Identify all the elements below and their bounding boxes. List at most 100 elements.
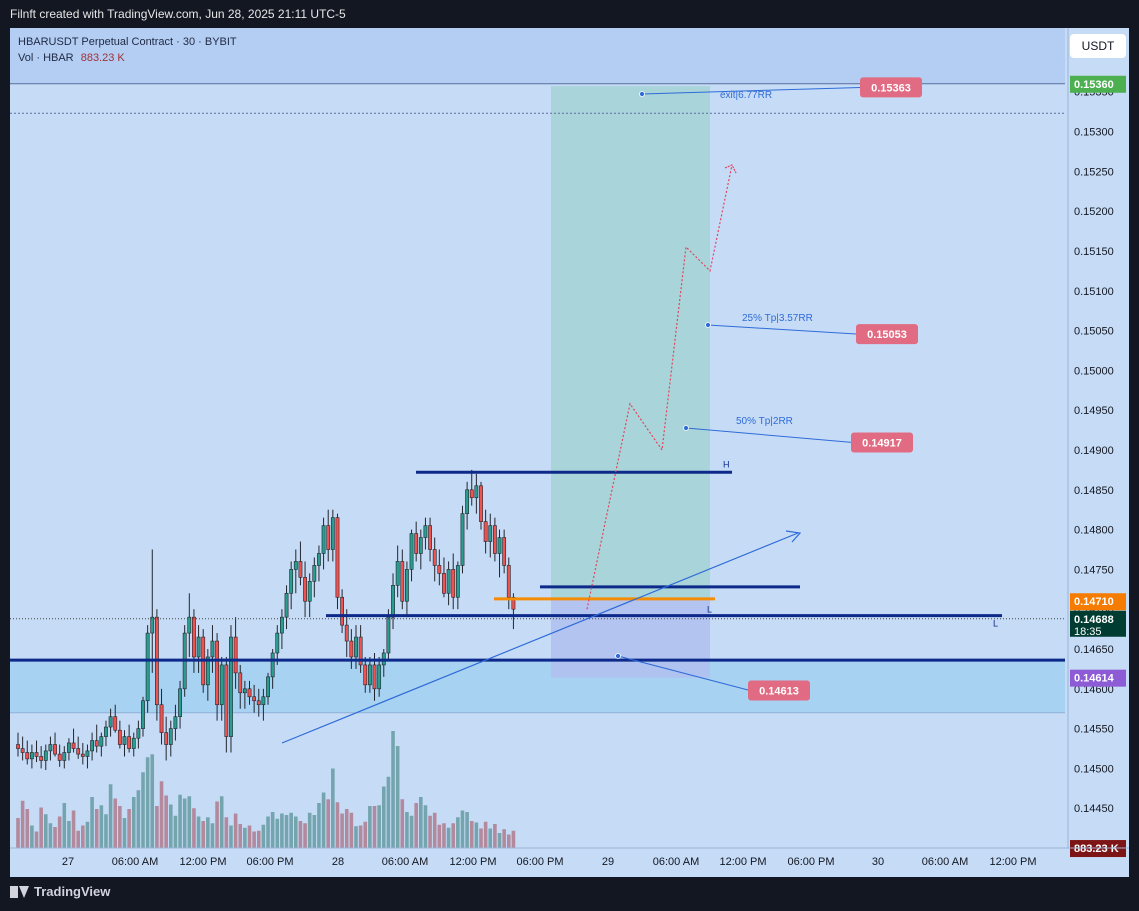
time-tick: 12:00 PM	[179, 856, 226, 868]
volume-bar	[67, 821, 71, 848]
candle-body	[215, 640, 219, 706]
attribution-bar: Filnft created with TradingView.com, Jun…	[0, 0, 1139, 28]
candle-body	[483, 521, 488, 542]
candle-body	[205, 656, 210, 686]
target-connector	[685, 427, 854, 443]
candle-body	[303, 577, 307, 602]
chart-legend: HBARUSDT Perpetual Contract · 30 · BYBIT…	[18, 34, 237, 66]
candle-body	[395, 561, 400, 586]
price-axis-badge	[1070, 669, 1126, 687]
candle-body	[136, 728, 141, 739]
candle-body	[367, 664, 372, 686]
price-axis-badge	[1070, 75, 1126, 93]
price-tick: 0.14650	[1074, 644, 1114, 656]
candle-body	[326, 525, 331, 550]
price-axis-badge-text: 0.14710	[1074, 596, 1114, 608]
target-price-badge	[748, 680, 810, 701]
candle-body	[164, 732, 169, 745]
candle-body	[317, 553, 321, 566]
volume-bar	[469, 821, 474, 848]
target-price-badge	[860, 77, 922, 98]
volume-bar	[317, 803, 321, 848]
volume-bar	[344, 809, 349, 848]
volume-bar	[90, 797, 94, 848]
candle-body	[335, 517, 340, 598]
volume-bar	[446, 827, 451, 848]
price-tick: 0.14500	[1074, 763, 1114, 775]
price-axis-badge-text: 0.15360	[1074, 79, 1114, 91]
candle-body	[192, 616, 196, 658]
candle-body	[284, 592, 289, 618]
candle-body	[210, 640, 215, 658]
currency-button[interactable]: USDT	[1070, 34, 1126, 58]
candle-body	[289, 569, 294, 594]
volume-bar	[423, 805, 428, 848]
volume-bar	[497, 833, 502, 848]
volume-bar	[506, 834, 511, 848]
candle-body	[266, 676, 270, 698]
upper-zone	[10, 28, 1065, 84]
tradingview-logo-icon	[10, 885, 29, 898]
candle-body	[261, 696, 266, 706]
time-tick: 06:00 AM	[653, 856, 699, 868]
candle-body	[178, 688, 182, 717]
candle-body	[71, 742, 76, 749]
attribution-text: Filnft created with TradingView.com, Jun…	[10, 7, 346, 21]
candle-body	[506, 565, 511, 598]
target-connector	[707, 324, 859, 335]
level-low-label: L	[707, 605, 712, 615]
candle-body	[451, 569, 456, 598]
candle-body	[349, 640, 354, 658]
footer-brand-text: TradingView	[34, 884, 111, 899]
volume-bar	[270, 812, 275, 848]
footer-brand[interactable]: TradingView	[10, 884, 110, 899]
volume-bar	[127, 809, 131, 848]
price-tick: 0.15300	[1074, 127, 1114, 139]
time-tick: 06:00 AM	[922, 856, 968, 868]
candle-body	[469, 489, 474, 499]
volume-bar	[141, 772, 145, 848]
target-label: 50% Tp|2RR	[736, 416, 793, 427]
volume-bar	[386, 776, 391, 848]
volume-value: 883.23 K	[80, 52, 125, 64]
volume-bar	[164, 795, 168, 848]
candle-body	[293, 561, 298, 570]
price-axis-badge	[1070, 610, 1126, 637]
volume-bar	[275, 818, 280, 848]
candle-body	[80, 753, 85, 757]
candle-body	[307, 581, 312, 602]
volume-bar	[414, 803, 418, 848]
volume-bar	[479, 828, 483, 848]
target-anchor-dot	[639, 91, 645, 97]
candle-body	[437, 565, 442, 574]
volume-bar	[488, 828, 493, 848]
volume-bar	[256, 830, 261, 848]
candle-body	[321, 525, 326, 554]
candle-body	[141, 700, 145, 729]
volume-bar	[233, 813, 238, 848]
volume-bar	[238, 824, 243, 848]
volume-bar	[122, 818, 127, 848]
candle-body	[187, 616, 192, 634]
volume-bar	[340, 813, 344, 848]
volume-bar	[354, 826, 358, 848]
candle-body	[238, 672, 243, 694]
candle-body	[363, 664, 368, 686]
candle-body	[400, 561, 405, 602]
candle-body	[229, 636, 233, 737]
volume-bar	[428, 815, 432, 848]
candle-body	[159, 704, 164, 733]
trend-arrowhead	[785, 530, 802, 543]
volume-bar	[349, 812, 354, 848]
time-tick: 29	[602, 856, 614, 868]
symbol-title: HBARUSDT Perpetual Contract · 30 · BYBIT	[18, 36, 237, 48]
candle-body	[358, 636, 363, 666]
volume-bar	[168, 804, 173, 848]
volume-bar	[136, 790, 141, 848]
candle-body	[377, 664, 382, 690]
volume-bar	[224, 817, 229, 848]
volume-bar	[460, 810, 465, 848]
volume-bar	[331, 768, 335, 848]
volume-bar	[451, 823, 456, 848]
